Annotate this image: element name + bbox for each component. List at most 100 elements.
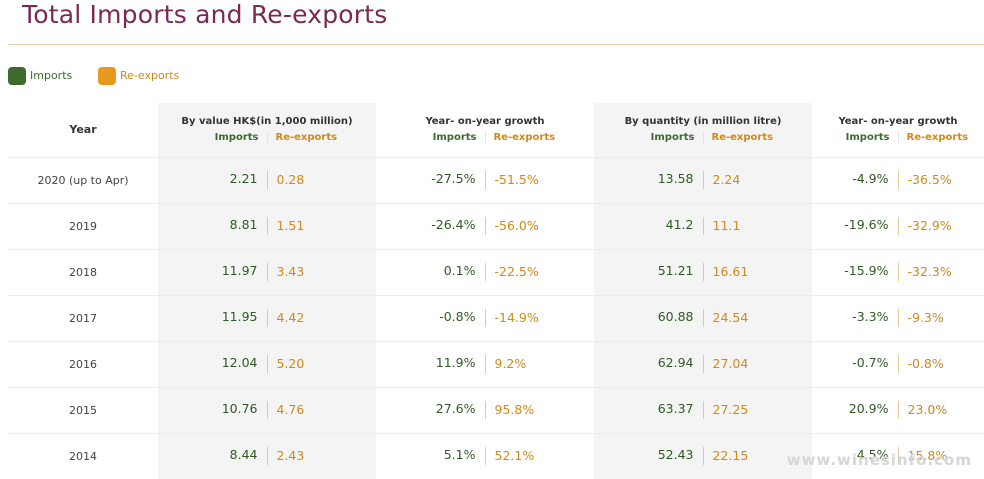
reexports-value: 95.8%	[485, 401, 585, 419]
legend-label-reexports: Re-exports	[120, 69, 179, 82]
imports-value: 11.95	[168, 309, 267, 327]
title-divider	[8, 44, 984, 45]
sub-header-imports: Imports	[633, 132, 703, 143]
year-cell: 2016	[8, 341, 158, 387]
chart-title: Total Imports and Re-exports	[22, 0, 388, 29]
reexports-value: 0.28	[267, 171, 367, 189]
value-pair-cell: -3.3%-9.3%	[812, 295, 984, 341]
value-pair-cell: 27.6%95.8%	[376, 387, 594, 433]
reexports-value: -36.5%	[898, 171, 984, 189]
imports-value: 41.2	[604, 217, 703, 235]
value-pair-cell: -26.4%-56.0%	[376, 203, 594, 249]
imports-value: -27.5%	[386, 171, 485, 189]
reexports-value: 4.76	[267, 401, 367, 419]
sub-header-reexports: Re-exports	[898, 132, 969, 143]
reexports-value: 16.61	[703, 263, 803, 281]
reexports-value: -14.9%	[485, 309, 585, 327]
imports-value: 62.94	[604, 355, 703, 373]
data-table: Year By value HK$(in 1,000 million) Impo…	[8, 103, 984, 479]
imports-value: -0.7%	[812, 355, 898, 373]
imports-value: 63.37	[604, 401, 703, 419]
value-pair-cell: 5.1%52.1%	[376, 433, 594, 479]
imports-value: -15.9%	[812, 263, 898, 281]
imports-value: 11.9%	[386, 355, 485, 373]
imports-value: 8.44	[168, 447, 267, 465]
reexports-value: 23.0%	[898, 401, 984, 419]
legend-swatch-reexports	[98, 67, 116, 85]
reexports-value: 3.43	[267, 263, 367, 281]
imports-value: 52.43	[604, 447, 703, 465]
imports-value: -19.6%	[812, 217, 898, 235]
year-cell: 2015	[8, 387, 158, 433]
value-pair-cell: 0.1%-22.5%	[376, 249, 594, 295]
reexports-value: 9.2%	[485, 355, 585, 373]
year-cell: 2018	[8, 249, 158, 295]
reexports-value: 27.25	[703, 401, 803, 419]
reexports-value: -32.9%	[898, 217, 984, 235]
imports-value: 60.88	[604, 309, 703, 327]
reexports-value: -0.8%	[898, 355, 984, 373]
imports-value: 2.21	[168, 171, 267, 189]
year-cell: 2014	[8, 433, 158, 479]
imports-value: 5.1%	[386, 447, 485, 465]
reexports-value: 2.43	[267, 447, 367, 465]
group-title: Year- on-year growth	[376, 116, 594, 127]
reexports-value: -22.5%	[485, 263, 585, 281]
imports-value: 51.21	[604, 263, 703, 281]
year-cell: 2017	[8, 295, 158, 341]
reexports-value: 52.1%	[485, 447, 585, 465]
imports-value: -26.4%	[386, 217, 485, 235]
value-pair-cell: 20.9%23.0%	[812, 387, 984, 433]
legend-label-imports: Imports	[30, 69, 72, 82]
value-pair-cell: -0.7%-0.8%	[812, 341, 984, 387]
value-pair-cell: -19.6%-32.9%	[812, 203, 984, 249]
group-title: By value HK$(in 1,000 million)	[158, 116, 376, 127]
year-header: Year	[8, 103, 158, 157]
value-pair-cell: -15.9%-32.3%	[812, 249, 984, 295]
imports-value: 12.04	[168, 355, 267, 373]
reexports-value: 2.24	[703, 171, 803, 189]
sub-header-imports: Imports	[197, 132, 267, 143]
value-pair-cell: -4.9%-36.5%	[812, 157, 984, 203]
sub-header-reexports: Re-exports	[703, 132, 774, 143]
imports-value: 27.6%	[386, 401, 485, 419]
imports-value: 10.76	[168, 401, 267, 419]
imports-value: 11.97	[168, 263, 267, 281]
group-title: By quantity (in million litre)	[594, 116, 812, 127]
legend-swatch-imports	[8, 67, 26, 85]
imports-value: -4.9%	[812, 171, 898, 189]
sub-header-reexports: Re-exports	[485, 132, 556, 143]
imports-value: 20.9%	[812, 401, 898, 419]
reexports-value: 24.54	[703, 309, 803, 327]
imports-value: 0.1%	[386, 263, 485, 281]
reexports-value: -9.3%	[898, 309, 984, 327]
reexports-value: 5.20	[267, 355, 367, 373]
year-cell: 2020 (up to Apr)	[8, 157, 158, 203]
sub-header-reexports: Re-exports	[267, 132, 338, 143]
reexports-value: 11.1	[703, 217, 803, 235]
imports-value: 13.58	[604, 171, 703, 189]
reexports-value: -56.0%	[485, 217, 585, 235]
value-pair-cell: -0.8%-14.9%	[376, 295, 594, 341]
imports-value: 8.81	[168, 217, 267, 235]
sub-header-imports: Imports	[828, 132, 898, 143]
